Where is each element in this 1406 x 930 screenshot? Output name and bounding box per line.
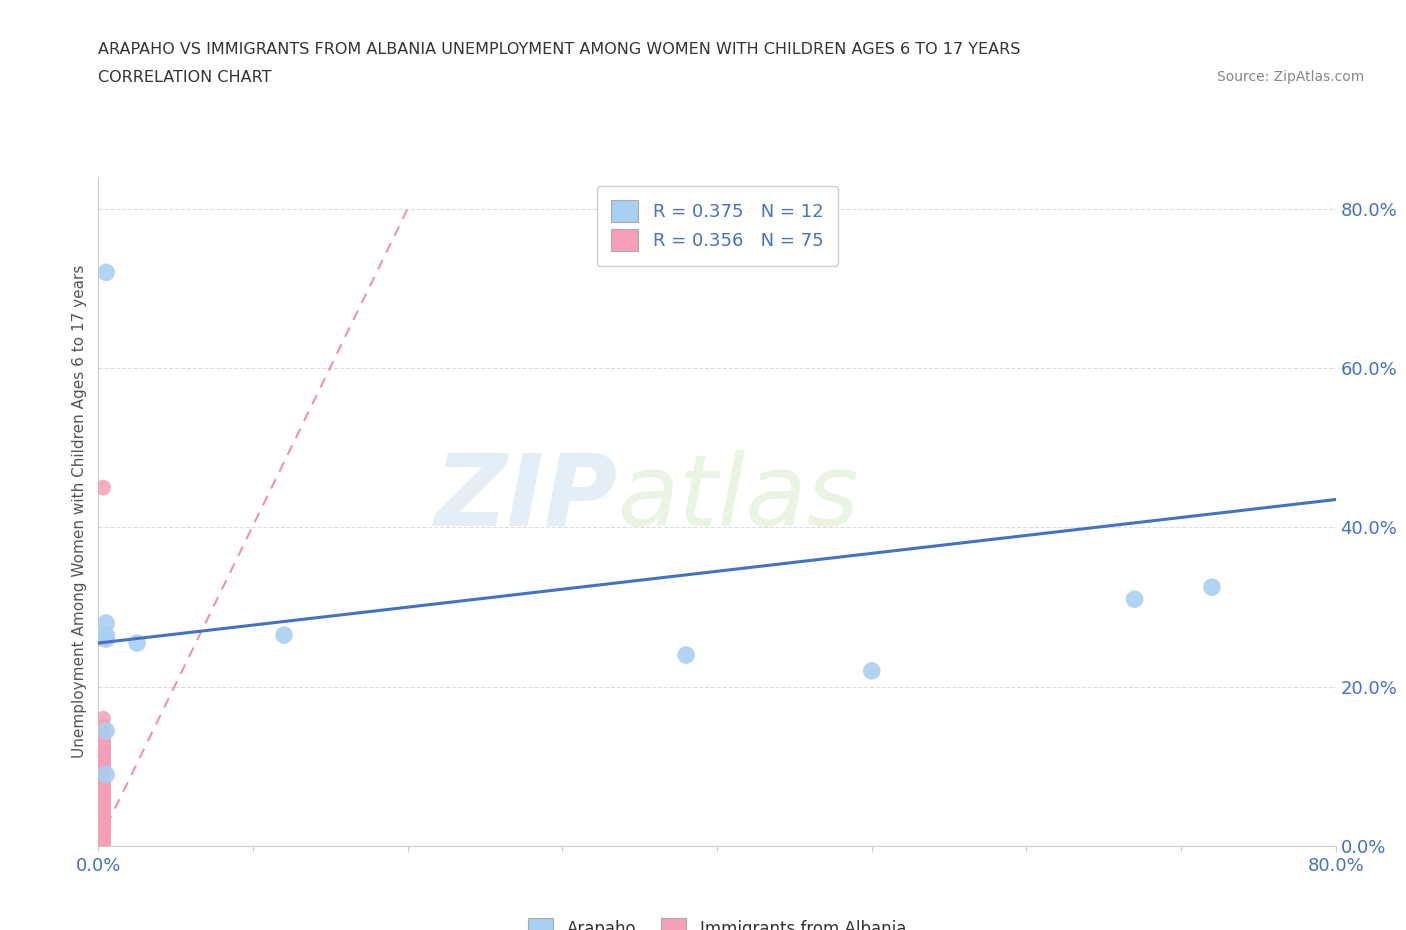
Point (91, 801, 114, 816)
Point (91, 747, 114, 762)
Text: Source: ZipAtlas.com: Source: ZipAtlas.com (1216, 70, 1364, 84)
Point (91, 790, 114, 804)
Point (273, 628, 295, 643)
Point (91, 807, 114, 822)
Point (91, 631, 114, 646)
Point (91, 769, 114, 784)
Point (96, 767, 118, 782)
Point (91, 823, 114, 838)
Text: atlas: atlas (619, 449, 859, 547)
Point (127, 635, 149, 650)
Point (91, 830, 114, 845)
Point (1201, 579, 1223, 594)
Point (91, 835, 114, 850)
Point (91, 821, 114, 836)
Point (96, 616, 118, 631)
Point (91, 792, 114, 807)
Point (91, 739, 114, 754)
Text: CORRELATION CHART: CORRELATION CHART (98, 70, 271, 85)
Point (91, 795, 114, 810)
Point (96, 628, 118, 643)
Point (91, 774, 114, 789)
Point (91, 765, 114, 780)
Point (91, 839, 114, 854)
Point (91, 752, 114, 767)
Point (91, 825, 114, 840)
Point (860, 663, 883, 678)
Point (91, 758, 114, 773)
Point (91, 781, 114, 796)
Point (91, 811, 114, 826)
Point (1123, 591, 1146, 606)
Point (91, 777, 114, 791)
Point (91, 799, 114, 814)
Point (91, 771, 114, 786)
Point (91, 808, 114, 823)
Point (91, 759, 114, 774)
Point (91, 736, 114, 751)
Point (91, 761, 114, 776)
Point (91, 787, 114, 802)
Point (91, 819, 114, 834)
Point (91, 817, 114, 831)
Point (91, 815, 114, 830)
Point (91, 719, 114, 734)
Text: ZIP: ZIP (434, 449, 619, 547)
Point (91, 827, 114, 842)
Point (91, 783, 114, 798)
Text: ARAPAHO VS IMMIGRANTS FROM ALBANIA UNEMPLOYMENT AMONG WOMEN WITH CHILDREN AGES 6: ARAPAHO VS IMMIGRANTS FROM ALBANIA UNEMP… (98, 42, 1021, 57)
Point (91, 823, 114, 838)
Point (91, 787, 114, 802)
Point (91, 799, 114, 814)
Point (91, 783, 114, 798)
Legend: Arapaho, Immigrants from Albania: Arapaho, Immigrants from Albania (522, 911, 912, 930)
Point (91, 797, 114, 812)
Point (91, 832, 114, 847)
Point (91, 751, 114, 766)
Point (91, 759, 114, 774)
Point (91, 785, 114, 800)
Point (91, 830, 114, 845)
Point (91, 791, 114, 806)
Point (91, 767, 114, 782)
Point (91, 830, 114, 844)
Point (675, 647, 697, 662)
Point (91, 764, 114, 778)
Point (91, 791, 114, 806)
Point (91, 775, 114, 790)
Point (91, 835, 114, 850)
Point (91, 827, 114, 842)
Point (91, 805, 114, 820)
Point (91, 779, 114, 794)
Point (91, 743, 114, 758)
Point (91, 814, 114, 829)
Point (91, 839, 114, 854)
Point (91, 803, 114, 817)
Point (91, 741, 114, 756)
Point (91, 731, 114, 746)
Point (96, 724, 118, 738)
Point (91, 839, 114, 854)
Point (91, 815, 114, 830)
Point (91, 711, 114, 726)
Point (91, 734, 114, 749)
Point (91, 819, 114, 834)
Point (91, 737, 114, 751)
Point (91, 807, 114, 822)
Point (91, 803, 114, 817)
Point (91, 750, 114, 764)
Point (91, 745, 114, 760)
Point (91, 755, 114, 770)
Point (91, 480, 114, 495)
Y-axis label: Unemployment Among Women with Children Ages 6 to 17 years: Unemployment Among Women with Children A… (72, 265, 87, 758)
Point (96, 265, 118, 280)
Point (96, 631, 118, 646)
Point (91, 727, 114, 742)
Point (91, 724, 114, 738)
